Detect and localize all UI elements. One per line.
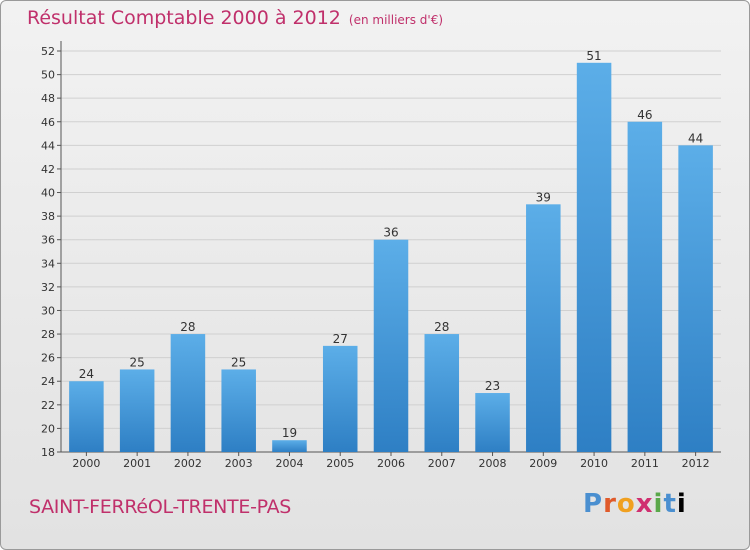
value-label-2010: 51 xyxy=(586,49,601,63)
logo-letter: i xyxy=(653,489,664,519)
logo-letter: r xyxy=(603,489,617,519)
bar-2009 xyxy=(526,204,561,452)
y-tick-label: 42 xyxy=(41,163,55,176)
value-label-2000: 24 xyxy=(79,367,94,381)
y-tick-label: 26 xyxy=(41,352,55,365)
value-label-2001: 25 xyxy=(130,355,145,369)
x-tick-label: 2006 xyxy=(377,457,405,470)
chart-subtitle: (en milliers d'€) xyxy=(348,13,444,27)
bar-2002 xyxy=(170,334,206,452)
y-tick-label: 20 xyxy=(41,422,55,435)
x-tick-label: 2001 xyxy=(123,457,151,470)
x-tick-label: 2007 xyxy=(428,457,456,470)
x-tick-label: 2004 xyxy=(275,457,303,470)
y-tick-label: 30 xyxy=(41,304,55,317)
value-label-2004: 19 xyxy=(282,426,297,440)
bar-2000 xyxy=(69,381,104,452)
x-tick-label: 2011 xyxy=(631,457,659,470)
y-tick-label: 22 xyxy=(41,399,55,412)
x-tick-label: 2010 xyxy=(580,457,608,470)
logo-letter: t xyxy=(663,489,677,519)
logo-letter: o xyxy=(616,489,636,519)
y-tick-label: 32 xyxy=(41,281,55,294)
logo-letter: P xyxy=(583,489,604,519)
proxiti-logo: Proxiti xyxy=(583,489,687,519)
bar-2011 xyxy=(627,121,663,452)
y-tick-label: 28 xyxy=(41,328,55,341)
y-tick-label: 44 xyxy=(41,139,55,152)
x-tick-label: 2009 xyxy=(529,457,557,470)
value-label-2002: 28 xyxy=(180,320,195,334)
bar-2007 xyxy=(424,334,460,452)
y-tick-label: 52 xyxy=(41,45,55,58)
value-label-2008: 23 xyxy=(485,379,500,393)
x-tick-label: 2012 xyxy=(682,457,710,470)
y-tick-label: 24 xyxy=(41,375,55,388)
value-label-2005: 27 xyxy=(333,332,348,346)
y-tick-label: 38 xyxy=(41,210,55,223)
x-tick-label: 2008 xyxy=(479,457,507,470)
y-tick-label: 18 xyxy=(41,446,55,459)
y-tick-label: 36 xyxy=(41,234,55,247)
y-tick-label: 50 xyxy=(41,69,55,82)
bar-2008 xyxy=(475,393,510,452)
logo-letter: i xyxy=(676,489,687,519)
y-tick-label: 48 xyxy=(41,92,55,105)
bar-2006 xyxy=(373,239,409,452)
y-tick-label: 46 xyxy=(41,116,55,129)
value-label-2011: 46 xyxy=(637,108,652,122)
x-tick-label: 2000 xyxy=(72,457,100,470)
x-tick-label: 2002 xyxy=(174,457,202,470)
y-tick-label: 34 xyxy=(41,257,55,270)
value-labels: 24 25 28 25 19 27 36 28 23 39 51 46 44 xyxy=(79,49,704,440)
x-tick-label: 2003 xyxy=(225,457,253,470)
commune-name: SAINT-FERRéOL-TRENTE-PAS xyxy=(29,496,292,518)
value-label-2009: 39 xyxy=(536,190,551,204)
bar-2003 xyxy=(221,369,256,452)
bar-2010 xyxy=(576,62,612,452)
x-tick-labels: 2000 2001 2002 2003 2004 2005 2006 2007 2008 2009… xyxy=(72,452,710,470)
bar-2004 xyxy=(272,440,307,452)
value-label-2006: 36 xyxy=(383,226,398,240)
y-tick-label: 40 xyxy=(41,187,55,200)
logo-letter: x xyxy=(635,489,654,519)
bars xyxy=(69,62,713,452)
value-label-2012: 44 xyxy=(688,131,703,145)
bar-2012 xyxy=(678,145,713,452)
value-label-2003: 25 xyxy=(231,355,246,369)
chart-title: Résultat Comptable 2000 à 2012 (en millie… xyxy=(27,7,443,29)
x-tick-label: 2005 xyxy=(326,457,354,470)
y-tick-labels: 18 20 22 24 26 28 30 32 34 36 38 40 42 44 46 48 50 52 xyxy=(41,45,55,459)
title-text: Résultat Comptable 2000 à 2012 xyxy=(27,7,341,29)
bar-2005 xyxy=(322,345,358,452)
value-label-2007: 28 xyxy=(434,320,449,334)
bar-2001 xyxy=(119,369,155,452)
